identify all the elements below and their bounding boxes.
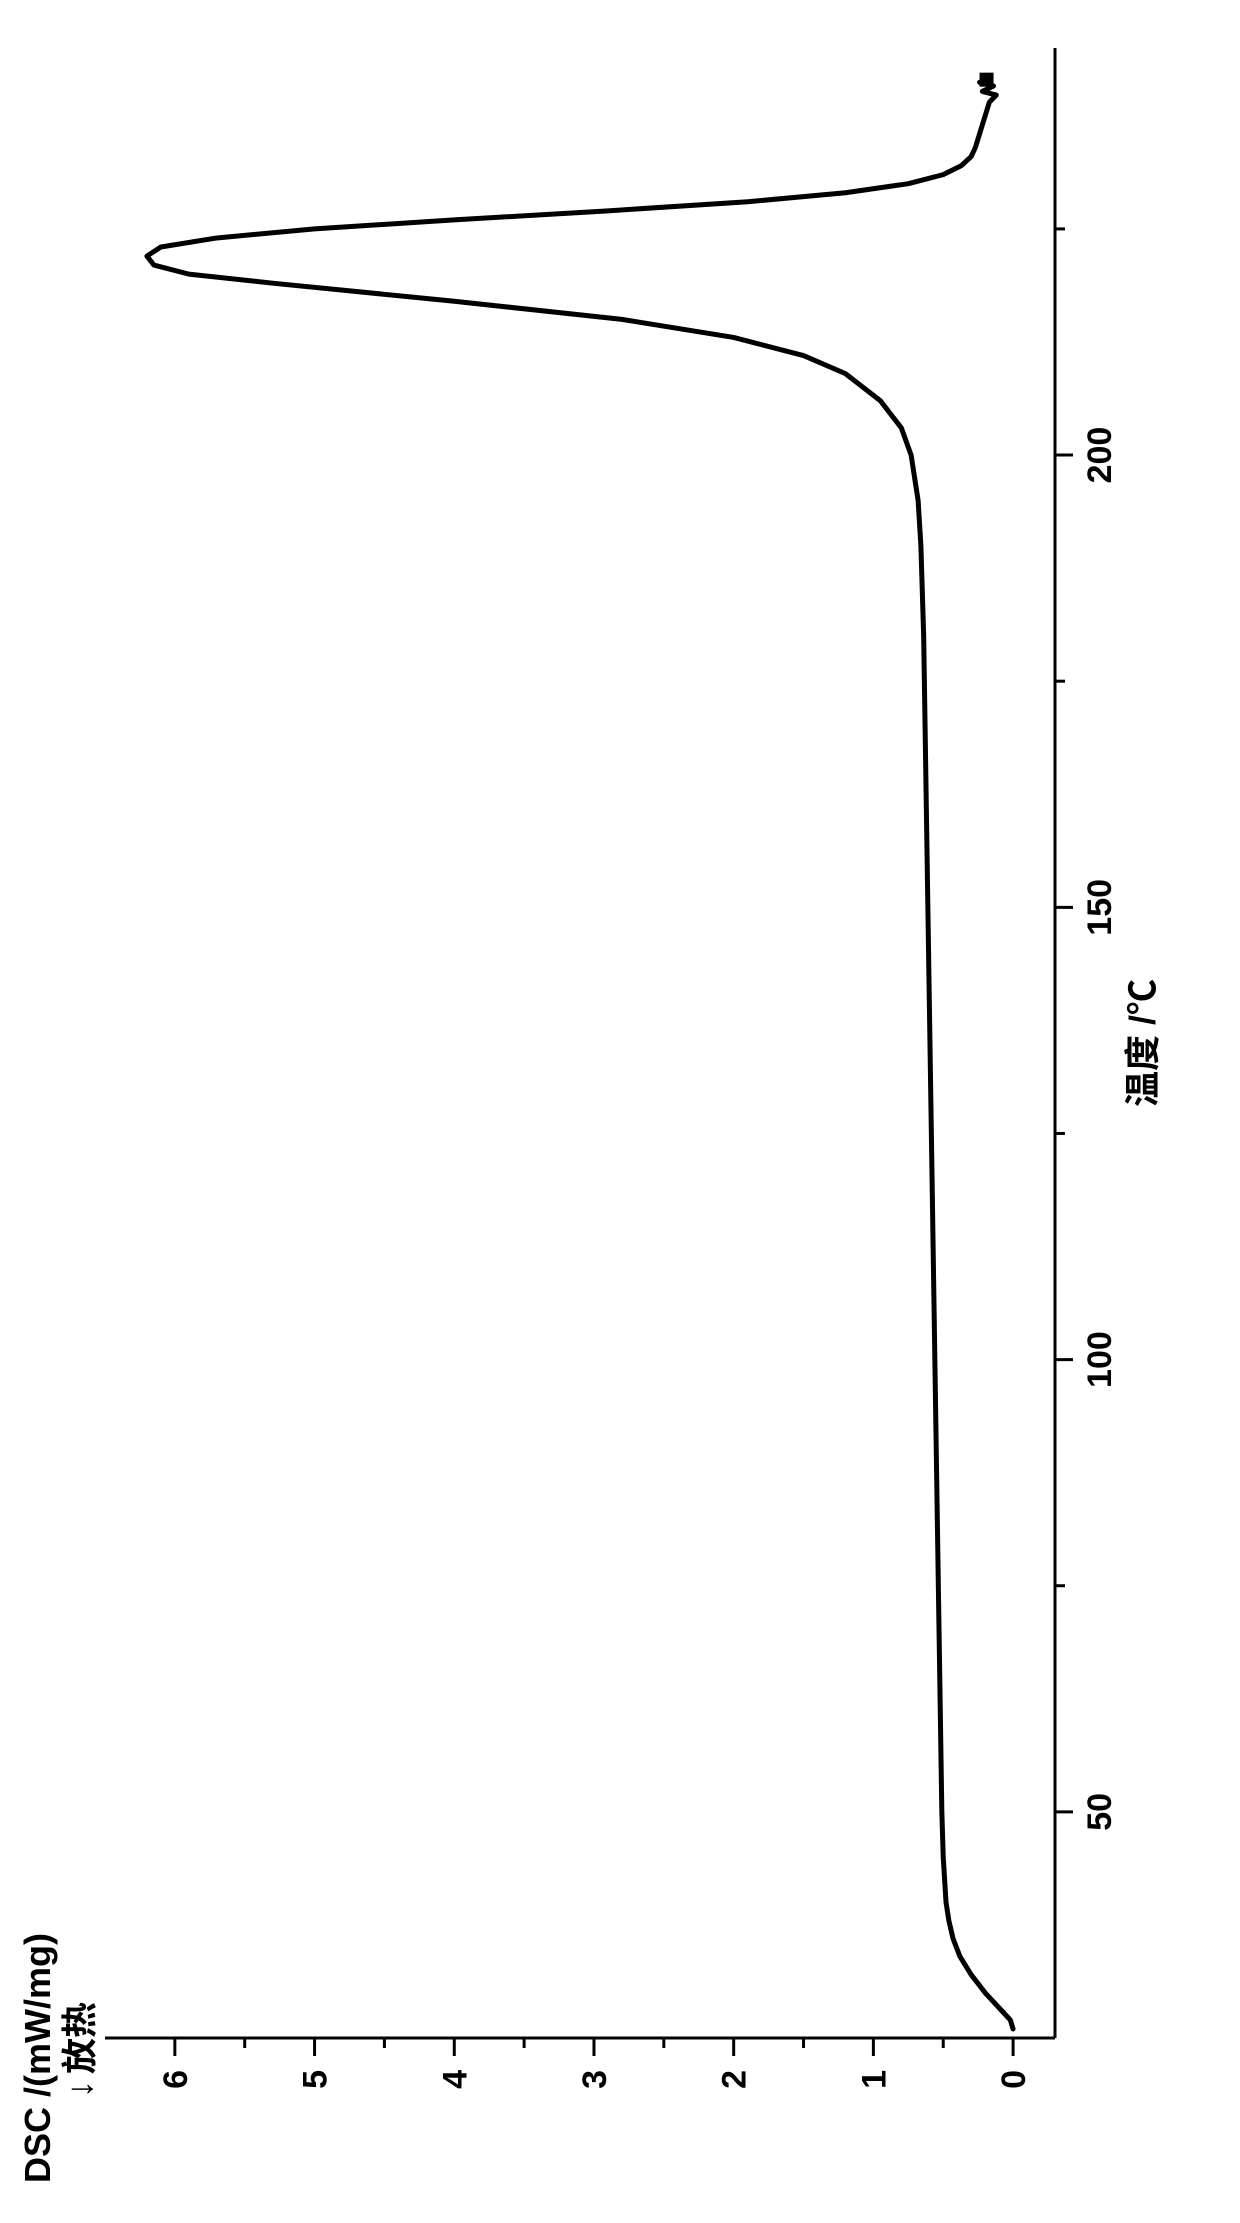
y-tick-label: 2 (716, 2070, 754, 2089)
y-axis-exo-label: ↓放热 (59, 2002, 100, 2098)
y-tick-label: 0 (995, 2070, 1033, 2089)
x-tick-label: 100 (1081, 1331, 1119, 1388)
curve-end-marker (980, 73, 994, 87)
y-axis-label: DSC /(mW/mg) (17, 1933, 58, 2183)
x-tick-label: 150 (1081, 879, 1119, 936)
chart-svg: 50 100 150 200 0 1 2 3 4 5 6 温度 /℃ DSC /(mW/mg)↓放热 (0, 0, 1240, 2223)
y-tick-label: 5 (297, 2070, 335, 2089)
x-tick-label: 50 (1081, 1793, 1119, 1831)
down-arrow-icon: ↓ (59, 2080, 100, 2098)
y-tick-label: 3 (576, 2070, 614, 2089)
dsc-chart: 50 100 150 200 0 1 2 3 4 5 6 温度 /℃ DSC /(mW/mg)↓放热 (0, 0, 1240, 2223)
x-axis-label: 温度 /℃ (1122, 979, 1163, 1107)
y-tick-label: 4 (436, 2070, 474, 2089)
y-tick-label: 1 (855, 2070, 893, 2089)
y-tick-label: 6 (157, 2070, 195, 2089)
x-tick-label: 200 (1081, 427, 1119, 484)
